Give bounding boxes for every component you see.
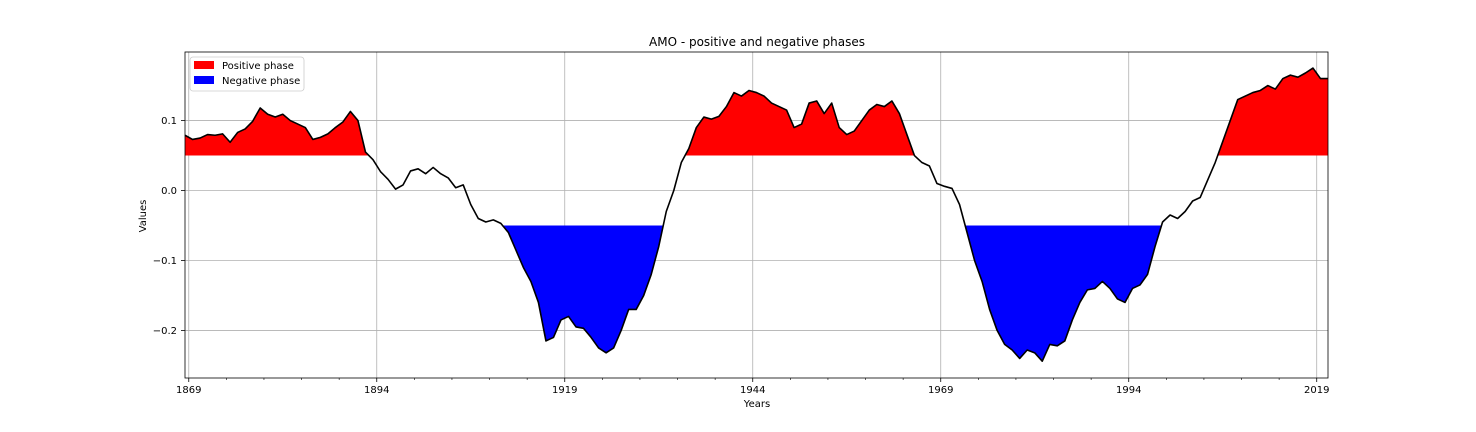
legend-label: Negative phase bbox=[222, 76, 300, 87]
legend-box bbox=[189, 56, 305, 92]
x-axis-ticks: 1869 1894 1919 1944 1969 1994 2019 bbox=[176, 378, 1329, 396]
y-tick-label: −0.1 bbox=[153, 256, 177, 267]
negative-phase-area bbox=[965, 225, 1162, 362]
x-tick-label: 2019 bbox=[1304, 385, 1329, 396]
x-tick-label: 1894 bbox=[364, 385, 389, 396]
legend-swatch bbox=[194, 76, 214, 84]
x-tick-label: 1969 bbox=[928, 385, 953, 396]
x-tick-label: 1994 bbox=[1116, 385, 1141, 396]
y-axis-ticks: −0.2 −0.1 0.0 0.1 bbox=[153, 116, 185, 337]
axes bbox=[184, 51, 1329, 379]
y-tick-label: 0.1 bbox=[161, 116, 177, 127]
positive-phase-area bbox=[185, 107, 369, 156]
x-tick-label: 1869 bbox=[176, 385, 201, 396]
y-tick-label: 0.0 bbox=[161, 186, 177, 197]
x-tick-label: 1944 bbox=[740, 385, 765, 396]
x-axis-label: Years bbox=[743, 399, 770, 410]
positive-phase-area bbox=[685, 90, 915, 156]
positive-phase-area bbox=[1217, 68, 1328, 156]
legend: Positive phase Negative phase bbox=[189, 56, 305, 92]
y-tick-label: −0.2 bbox=[153, 326, 177, 337]
legend-swatch bbox=[194, 61, 214, 69]
amo-line bbox=[184, 67, 1328, 363]
chart-title: AMO - positive and negative phases bbox=[649, 35, 865, 49]
plot-frame bbox=[184, 51, 1329, 379]
y-axis-label: Values bbox=[138, 200, 149, 233]
x-tick-label: 1919 bbox=[552, 385, 577, 396]
legend-label: Positive phase bbox=[222, 61, 294, 72]
phase-fills bbox=[185, 68, 1328, 362]
amo-series-line bbox=[184, 67, 1328, 363]
